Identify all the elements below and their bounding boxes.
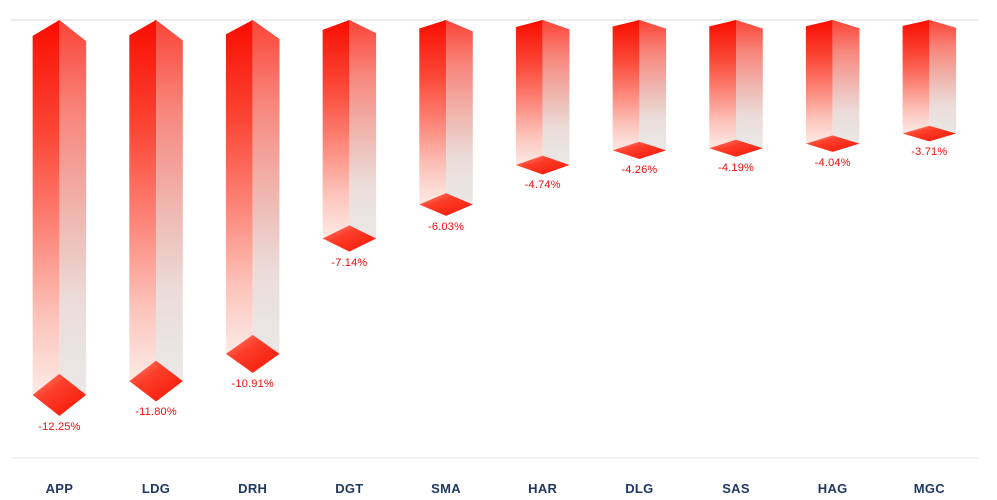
bar-DRH: [225, 20, 280, 373]
value-label-LDG: -11.80%: [135, 406, 177, 419]
value-label-MGC: -3.71%: [911, 146, 948, 159]
bar-left-face: [902, 20, 930, 134]
category-label-SMA: SMA: [431, 481, 461, 496]
bar-right-face: [252, 20, 280, 354]
bar-right-face: [446, 20, 473, 205]
category-label-HAR: HAR: [528, 481, 558, 496]
value-label-SAS: -4.19%: [717, 161, 755, 174]
bar-bottom-diamond: [225, 334, 280, 373]
category-label-HAG: HAG: [817, 481, 848, 496]
bar-DGT: [322, 20, 377, 252]
bar-bottom-diamond: [902, 125, 957, 142]
bar-left-face: [419, 20, 447, 205]
value-label-DRH: -10.91%: [231, 377, 274, 390]
bar-bottom-diamond: [612, 141, 667, 160]
bar-MGC: [902, 20, 957, 142]
category-label-LDG: LDG: [141, 481, 171, 496]
category-label-APP: APP: [45, 481, 74, 496]
bar-left-face: [709, 20, 737, 149]
bar-bottom-diamond: [129, 360, 183, 402]
category-label-SAS: SAS: [722, 481, 750, 496]
category-label-DRH: DRH: [238, 481, 268, 496]
bar-right-face: [156, 20, 183, 382]
bar-bottom-diamond: [709, 139, 763, 157]
bar-right-face: [736, 20, 763, 149]
bar-left-face: [129, 20, 157, 382]
bar-bottom-diamond: [805, 135, 860, 152]
bar-right-face: [542, 20, 570, 166]
category-label-DGT: DGT: [335, 481, 364, 496]
bar-DLG: [612, 20, 667, 160]
bar-left-face: [322, 20, 350, 239]
value-label-APP: -12.25%: [38, 420, 81, 433]
value-label-HAG: -4.04%: [814, 156, 851, 169]
value-label-HAR: -4.74%: [524, 179, 561, 192]
bar-bottom-diamond: [32, 373, 87, 416]
bar-right-face: [929, 20, 957, 134]
bar-bottom-diamond: [322, 225, 377, 252]
bar-left-face: [225, 20, 253, 354]
bar-APP: [32, 20, 87, 416]
bar-right-face: [349, 20, 377, 239]
bar-right-face: [59, 20, 87, 395]
category-label-DLG: DLG: [625, 481, 654, 496]
bar-LDG: [129, 20, 183, 402]
bar-left-face: [32, 20, 60, 395]
bar-SMA: [419, 20, 473, 216]
value-label-SMA: -6.03%: [428, 220, 465, 233]
bar-left-face: [515, 20, 543, 166]
bar-HAG: [805, 20, 860, 152]
bar-SAS: [709, 20, 763, 157]
bar-bottom-diamond: [515, 155, 570, 175]
bar-right-face: [639, 20, 667, 151]
bar-HAR: [515, 20, 570, 175]
value-label-DGT: -7.14%: [331, 256, 368, 269]
bar-bottom-diamond: [419, 193, 473, 216]
bar-right-face: [832, 20, 860, 144]
category-label-MGC: MGC: [913, 481, 945, 496]
bar-left-face: [805, 20, 833, 144]
bar-left-face: [612, 20, 640, 151]
value-label-DLG: -4.26%: [621, 164, 658, 176]
